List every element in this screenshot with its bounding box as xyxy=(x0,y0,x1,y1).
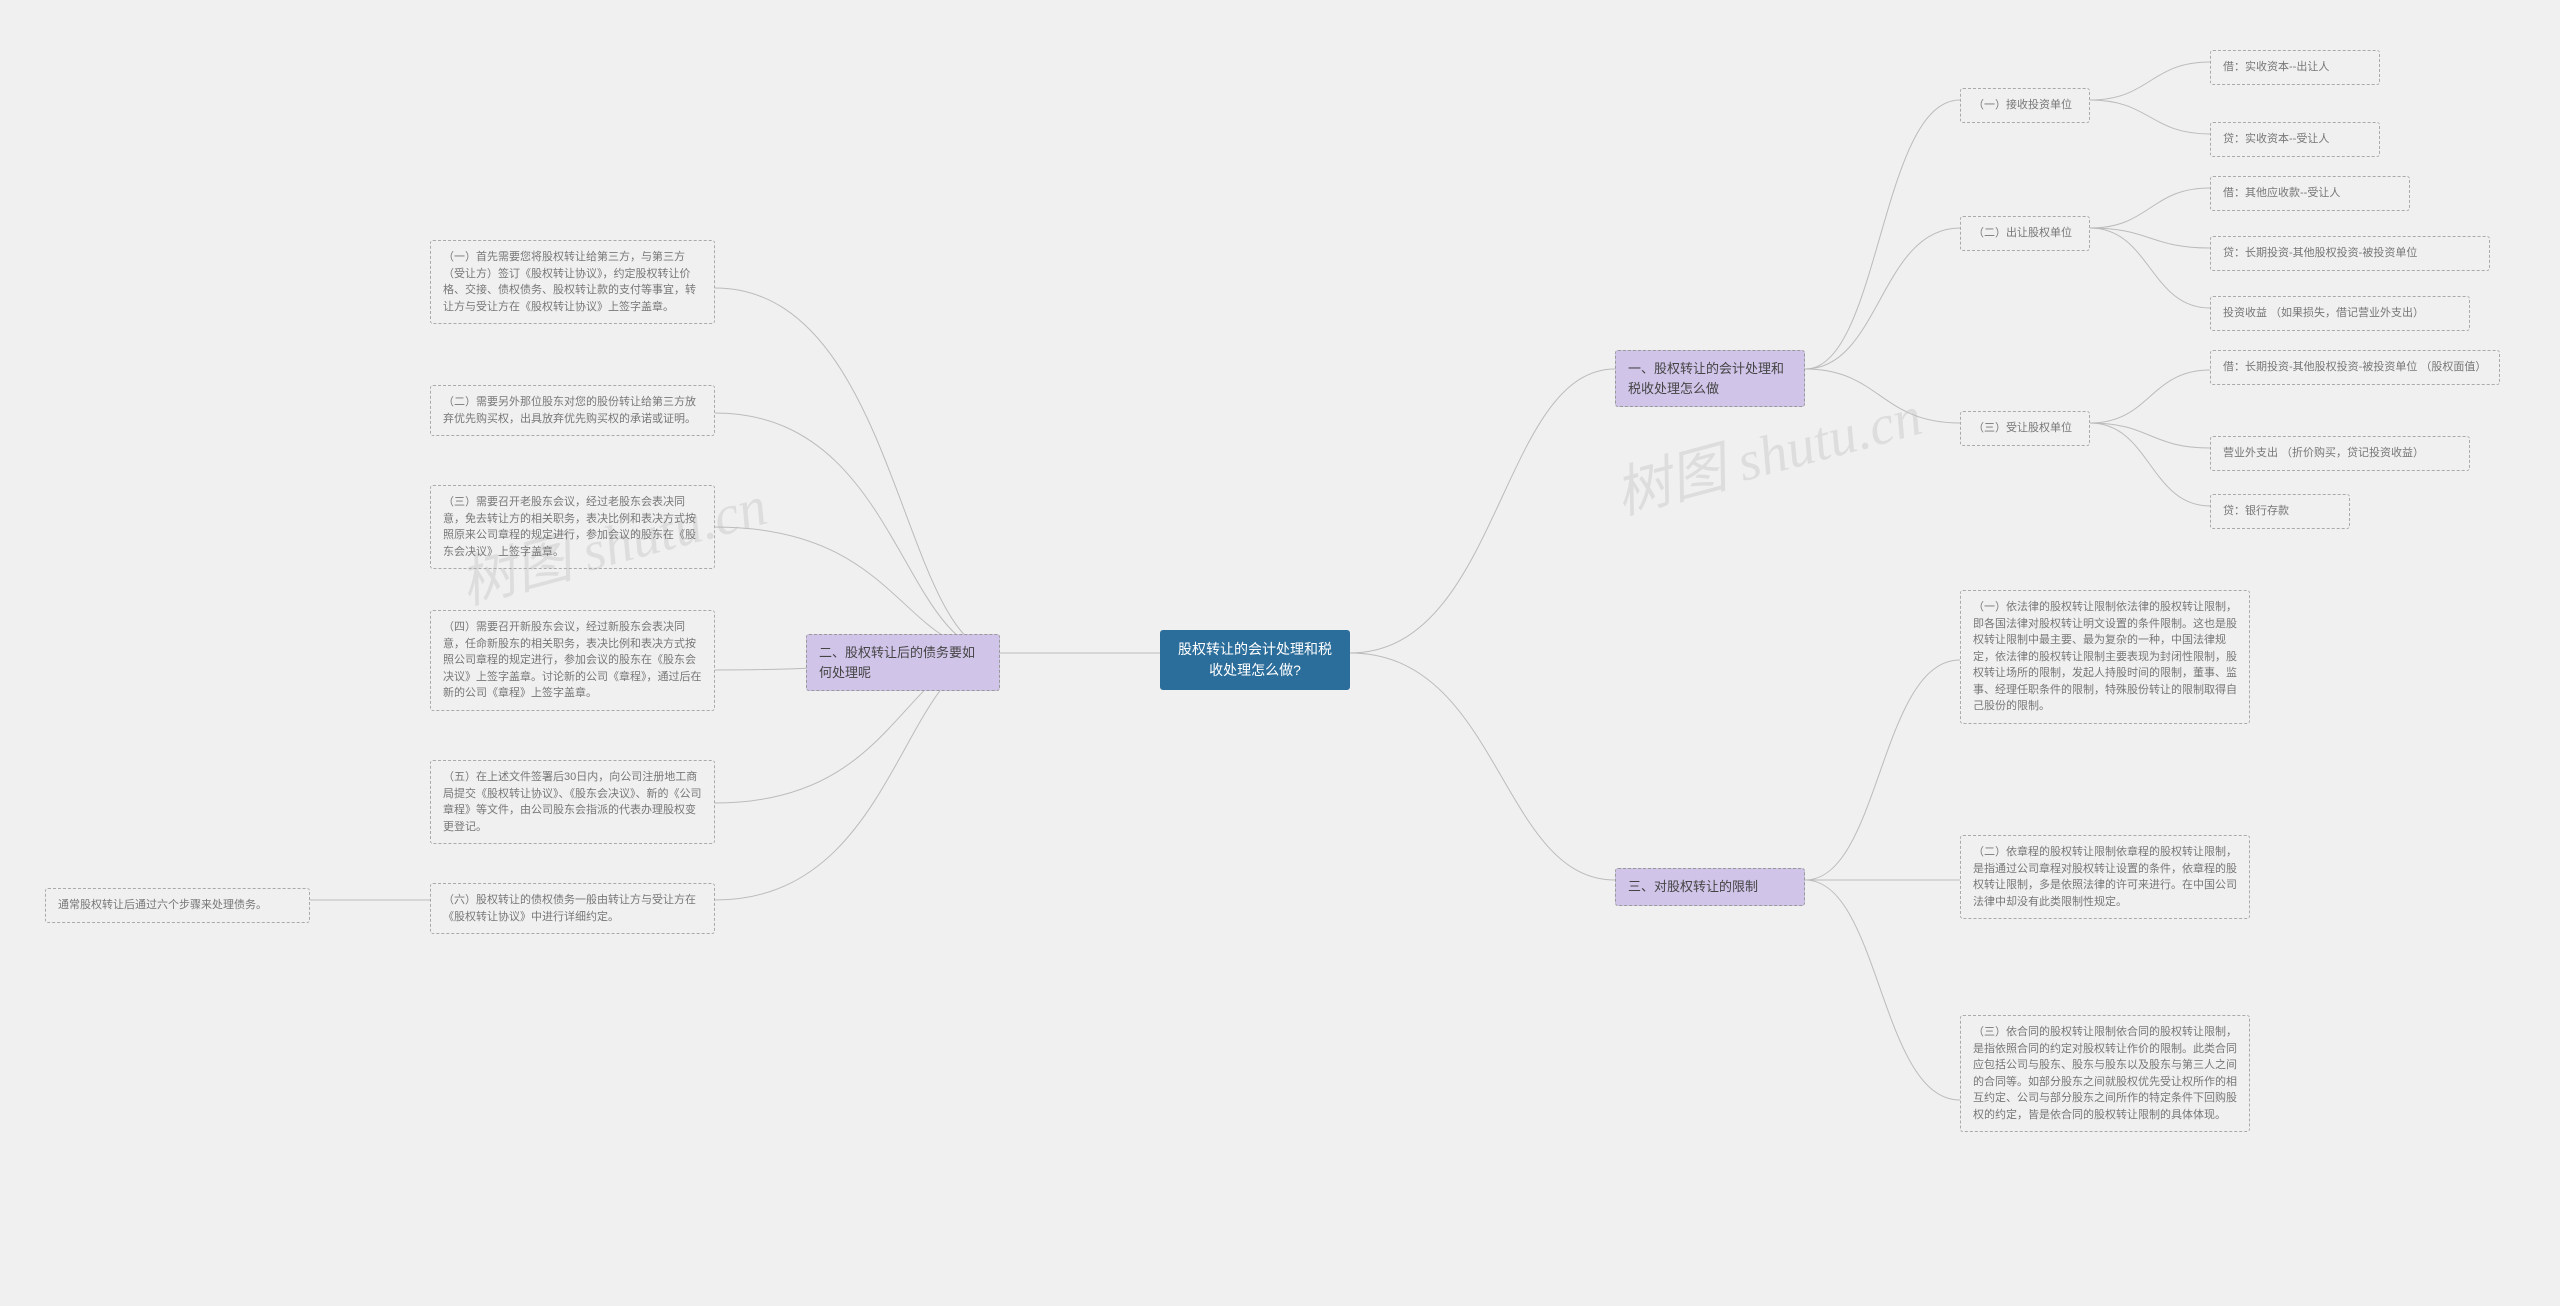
branch-2[interactable]: 二、股权转让后的债务要如何处理呢 xyxy=(806,634,1000,691)
branch-2-leaf-6: （六）股权转让的债权债务一般由转让方与受让方在《股权转让协议》中进行详细约定。 xyxy=(430,883,715,934)
branch-2-leaf-1: （一）首先需要您将股权转让给第三方，与第三方（受让方）签订《股权转让协议》，约定… xyxy=(430,240,715,324)
branch-1-sub-1-leaf-2: 贷：实收资本--受让人 xyxy=(2210,122,2380,157)
branch-2-leaf-5: （五）在上述文件签署后30日内，向公司注册地工商局提交《股权转让协议》、《股东会… xyxy=(430,760,715,844)
branch-3-leaf-3: （三）依合同的股权转让限制依合同的股权转让限制，是指依照合同的约定对股权转让作价… xyxy=(1960,1015,2250,1132)
branch-3-leaf-2: （二）依章程的股权转让限制依章程的股权转让限制，是指通过公司章程对股权转让设置的… xyxy=(1960,835,2250,919)
branch-1[interactable]: 一、股权转让的会计处理和税收处理怎么做 xyxy=(1615,350,1805,407)
branch-2-leaf-4: （四）需要召开新股东会议，经过新股东会表决同意，任命新股东的相关职务，表决比例和… xyxy=(430,610,715,711)
root-node[interactable]: 股权转让的会计处理和税收处理怎么做? xyxy=(1160,630,1350,690)
branch-1-sub-3[interactable]: （三）受让股权单位 xyxy=(1960,411,2090,446)
branch-1-sub-1[interactable]: （一）接收投资单位 xyxy=(1960,88,2090,123)
branch-1-sub-2[interactable]: （二）出让股权单位 xyxy=(1960,216,2090,251)
branch-1-sub-1-leaf-1: 借：实收资本--出让人 xyxy=(2210,50,2380,85)
branch-2-leaf-2: （二）需要另外那位股东对您的股份转让给第三方放弃优先购买权，出具放弃优先购买权的… xyxy=(430,385,715,436)
branch-3-leaf-1: （一）依法律的股权转让限制依法律的股权转让限制，即各国法律对股权转让明文设置的条… xyxy=(1960,590,2250,724)
branch-2-tail: 通常股权转让后通过六个步骤来处理债务。 xyxy=(45,888,310,923)
branch-1-sub-2-leaf-3: 投资收益 （如果损失，借记营业外支出） xyxy=(2210,296,2470,331)
branch-1-sub-3-leaf-3: 贷：银行存款 xyxy=(2210,494,2350,529)
branch-1-sub-3-leaf-1: 借：长期投资-其他股权投资-被投资单位 （股权面值） xyxy=(2210,350,2500,385)
branch-2-leaf-3: （三）需要召开老股东会议，经过老股东会表决同意，免去转让方的相关职务，表决比例和… xyxy=(430,485,715,569)
branch-3[interactable]: 三、对股权转让的限制 xyxy=(1615,868,1805,906)
branch-1-sub-2-leaf-2: 贷：长期投资-其他股权投资-被投资单位 xyxy=(2210,236,2490,271)
branch-1-sub-2-leaf-1: 借：其他应收款--受让人 xyxy=(2210,176,2410,211)
branch-1-sub-3-leaf-2: 营业外支出 （折价购买，贷记投资收益） xyxy=(2210,436,2470,471)
mindmap-canvas: 树图 shutu.cn 树图 shutu.cn 股权转让的会计处理和税收处理怎么… xyxy=(0,0,2560,1306)
